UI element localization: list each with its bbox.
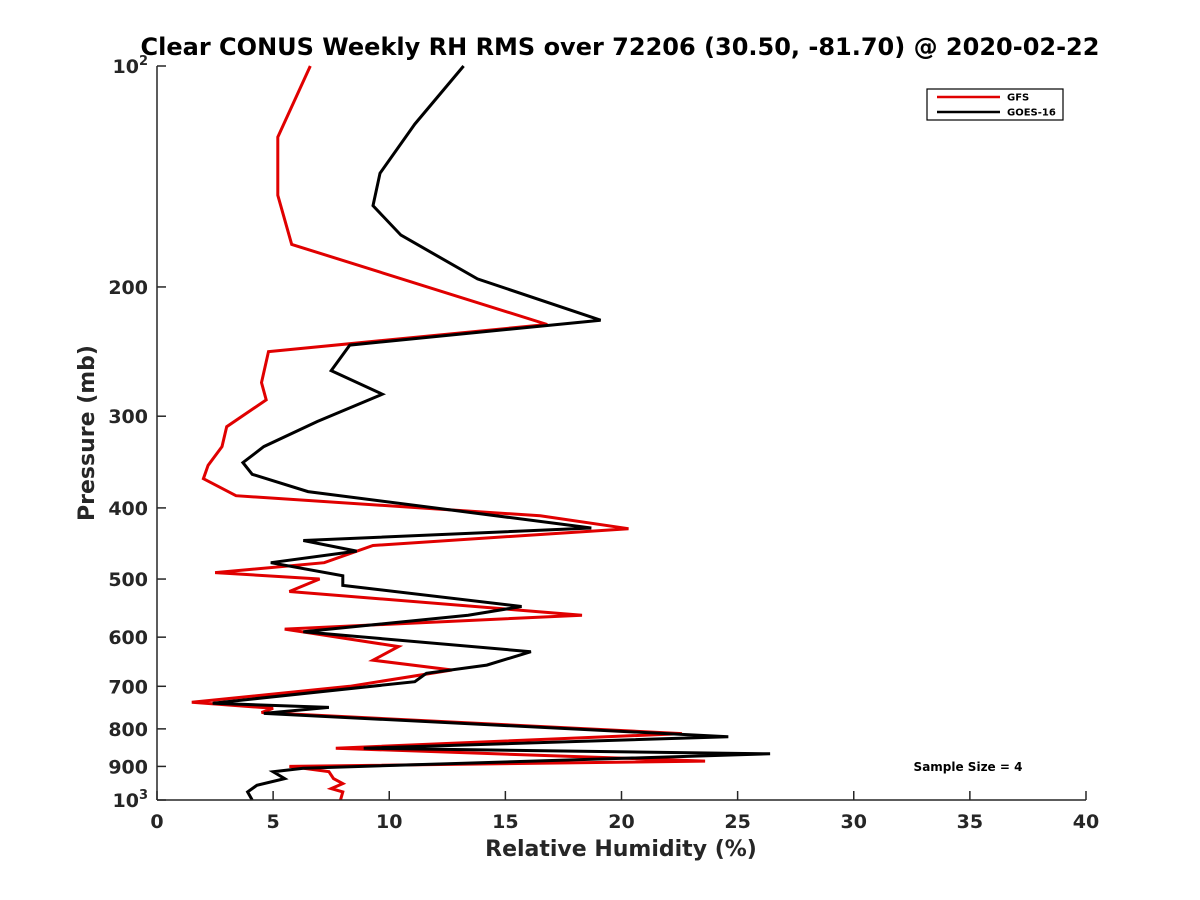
x-tick-label: 15: [492, 811, 518, 833]
y-tick-label: 800: [108, 719, 148, 741]
x-tick-label: 35: [957, 811, 983, 833]
y-tick-label: 200: [108, 277, 148, 299]
y-tick-label: 103: [113, 788, 149, 812]
sample-size-annotation: Sample Size = 4: [914, 760, 1023, 774]
legend-label-goes-16: GOES-16: [1007, 108, 1056, 119]
y-tick-label: 600: [108, 627, 148, 649]
y-tick-label: 900: [108, 756, 148, 778]
x-tick-label: 20: [608, 811, 634, 833]
y-tick-label: 400: [108, 498, 148, 520]
y-axis-label: Pressure (mb): [75, 345, 100, 521]
x-axis-label: Relative Humidity (%): [485, 837, 757, 862]
x-tick-label: 40: [1073, 811, 1099, 833]
x-tick-label: 5: [267, 811, 280, 833]
x-tick-label: 30: [841, 811, 867, 833]
y-axis-ticks: 102 200 300 400 500 600 700 800 900 103: [108, 54, 166, 812]
y-tick-label: 500: [108, 569, 148, 591]
x-tick-label: 10: [376, 811, 402, 833]
x-axis-ticks: 0 5 10 15 20 25 30 35 40: [150, 791, 1099, 833]
series-line-goes-16: [212, 65, 771, 801]
legend: GFS GOES-16: [926, 88, 1064, 121]
legend-label-gfs: GFS: [1007, 93, 1029, 104]
x-tick-label: 25: [724, 811, 750, 833]
chart-title: Clear CONUS Weekly RH RMS over 72206 (30…: [141, 33, 1100, 61]
legend-box: [926, 88, 1064, 121]
y-tick-label: 700: [108, 676, 148, 698]
x-tick-label: 0: [150, 811, 163, 833]
y-tick-label: 102: [113, 54, 149, 78]
y-tick-label: 300: [108, 406, 148, 428]
plot-lines: [191, 65, 771, 801]
